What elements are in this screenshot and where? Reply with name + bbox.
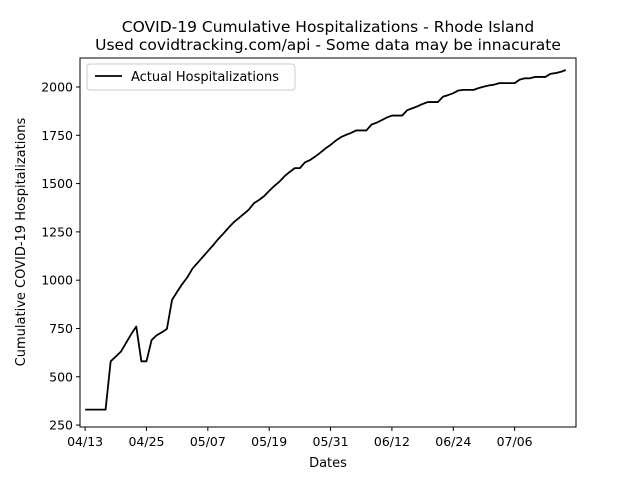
x-tick-label: 04/13 [67, 434, 103, 449]
x-tick-label: 06/12 [374, 434, 410, 449]
series-line-0 [85, 69, 567, 411]
chart-title: COVID-19 Cumulative Hospitalizations - R… [122, 18, 534, 36]
x-tick-label: 07/06 [497, 434, 533, 449]
legend: Actual Hospitalizations [86, 63, 296, 91]
legend-box [86, 63, 296, 91]
axes-frame [79, 57, 577, 428]
plot-area [85, 69, 567, 411]
y-tick-label: 1000 [41, 273, 73, 288]
chart-subtitle: Used covidtracking.com/api - Some data m… [95, 36, 561, 54]
x-tick-label: 05/31 [313, 434, 349, 449]
y-tick-label: 1750 [41, 128, 73, 143]
x-axis-label: Dates [309, 456, 347, 471]
y-tick-label: 250 [49, 418, 73, 433]
y-tick-label: 1250 [41, 224, 73, 239]
legend-label: Actual Hospitalizations [131, 70, 279, 85]
y-tick-label: 750 [49, 321, 73, 336]
y-axis-label: Cumulative COVID-19 Hospitalizations [14, 117, 29, 366]
x-tick-label: 05/07 [190, 434, 226, 449]
x-axis: 04/13 04/25 05/07 05/19 05/31 06/12 06/24 07/06 [67, 427, 533, 449]
x-tick-label: 06/24 [435, 434, 471, 449]
y-tick-label: 1500 [41, 176, 73, 191]
x-tick-label: 04/25 [128, 434, 164, 449]
y-tick-label: 500 [49, 369, 73, 384]
x-tick-label: 05/19 [251, 434, 287, 449]
y-axis: 250 500 750 1000 1250 1500 1750 2000 [41, 79, 80, 433]
y-tick-label: 2000 [41, 79, 73, 94]
